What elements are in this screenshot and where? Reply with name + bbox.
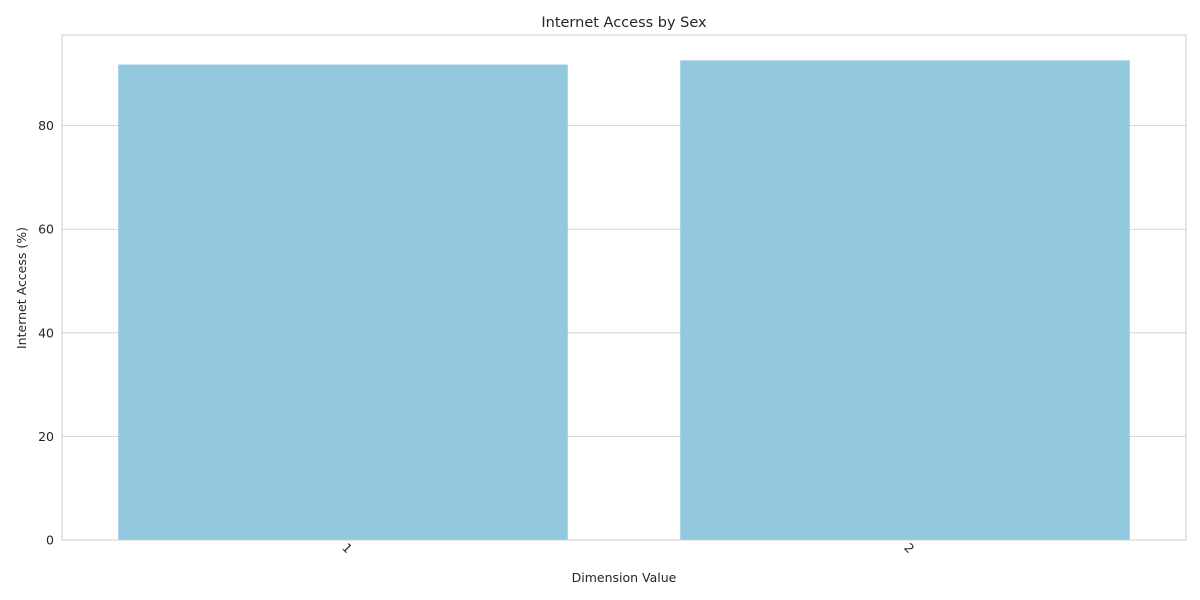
bars xyxy=(118,60,1130,541)
bar-1 xyxy=(118,64,568,541)
y-tick-label: 20 xyxy=(38,429,54,444)
y-tick-label: 60 xyxy=(38,222,54,237)
x-axis-label: Dimension Value xyxy=(572,570,677,585)
plot-frame xyxy=(61,34,1187,541)
y-axis-label: Internet Access (%) xyxy=(14,227,29,349)
chart-title: Internet Access by Sex xyxy=(541,15,707,31)
y-tick-label: 80 xyxy=(38,118,54,133)
y-tick-label: 0 xyxy=(46,533,54,548)
bar-2 xyxy=(680,60,1130,540)
y-tick-label: 40 xyxy=(38,325,54,340)
y-tick-labels: 0 20 40 60 80 xyxy=(38,118,54,547)
x-tick-label: 1 xyxy=(339,540,355,556)
x-tick-label: 2 xyxy=(901,540,917,556)
